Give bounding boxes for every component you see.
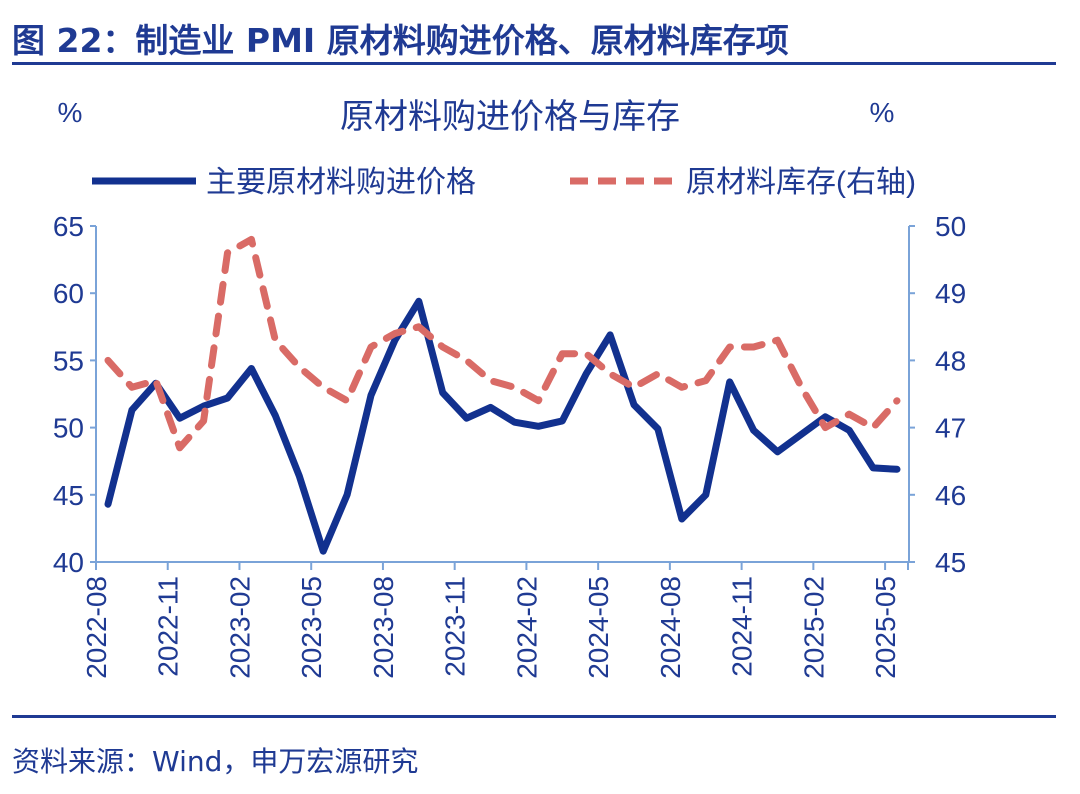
y-tick-label-right: 47 — [935, 413, 966, 444]
bottom-rule — [12, 715, 1056, 718]
y-tick-label-left: 55 — [53, 345, 84, 376]
y-tick-label-left: 40 — [53, 547, 84, 578]
legend-label-price: 主要原材料购进价格 — [206, 166, 476, 199]
top-rule — [12, 62, 1056, 65]
right-unit: % — [870, 97, 895, 128]
price-series-line — [104, 297, 901, 555]
source-note: 资料来源：Wind，申万宏源研究 — [12, 745, 419, 778]
y-tick-label-right: 46 — [935, 480, 966, 511]
left-unit: % — [58, 97, 83, 128]
y-tick-label-left: 50 — [53, 413, 84, 444]
x-tick-label: 2022-11 — [153, 576, 184, 677]
y-tick-label-right: 50 — [935, 211, 966, 242]
x-tick-label: 2025-05 — [870, 576, 901, 679]
x-tick-label: 2023-08 — [368, 576, 399, 679]
y-tick-label-right: 49 — [935, 278, 966, 309]
y-tick-label-left: 65 — [53, 211, 84, 242]
x-tick-label: 2024-11 — [727, 576, 758, 677]
y-tick-label-right: 45 — [935, 547, 966, 578]
figure-title: 图 22：制造业 PMI 原材料购进价格、原材料库存项 — [12, 21, 789, 60]
x-tick-label: 2024-02 — [511, 576, 542, 679]
x-tick-label: 2023-11 — [440, 576, 471, 677]
x-tick-label: 2024-05 — [583, 576, 614, 679]
x-tick-label: 2023-05 — [296, 576, 327, 679]
x-tick-label: 2022-08 — [81, 576, 112, 679]
chart-title: 原材料购进价格与库存 — [340, 98, 680, 136]
x-tick-label: 2025-02 — [798, 576, 829, 679]
y-tick-label-left: 60 — [53, 278, 84, 309]
y-tick-label-right: 48 — [935, 345, 966, 376]
legend-label-inventory: 原材料库存(右轴) — [686, 166, 916, 199]
x-tick-label: 2023-02 — [224, 576, 255, 679]
y-tick-label-left: 45 — [53, 480, 84, 511]
x-tick-label: 2024-08 — [655, 576, 686, 679]
inventory-series-line — [104, 235, 901, 452]
